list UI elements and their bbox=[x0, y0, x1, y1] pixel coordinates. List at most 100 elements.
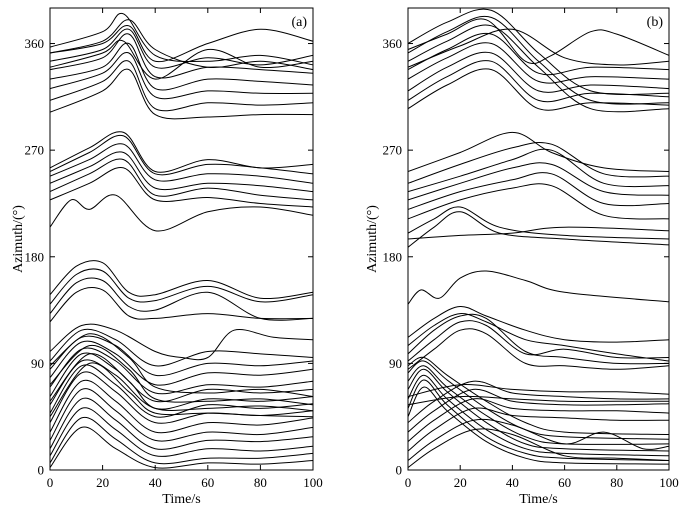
series-line-a-19 bbox=[50, 268, 313, 305]
series-line-b-33 bbox=[408, 380, 669, 423]
x-tick-label-a-3: 60 bbox=[201, 475, 214, 490]
series-line-a-5 bbox=[50, 42, 313, 91]
series-line-a-33 bbox=[50, 397, 313, 450]
series-line-a-18 bbox=[50, 259, 313, 300]
series-line-b-35 bbox=[408, 398, 669, 442]
series-line-b-39 bbox=[408, 384, 669, 398]
series-line-b-6 bbox=[408, 51, 669, 93]
series-line-a-15 bbox=[50, 167, 313, 208]
x-tick-label-b-1: 20 bbox=[454, 475, 467, 490]
series-line-b-8 bbox=[408, 68, 669, 111]
series-line-a-29 bbox=[50, 364, 313, 418]
series-line-b-16 bbox=[408, 183, 669, 220]
series-line-b-38 bbox=[408, 428, 669, 469]
series-line-b-17 bbox=[408, 211, 669, 248]
y-tick-label-b-1: 90 bbox=[389, 356, 402, 371]
x-tick-label-a-2: 40 bbox=[149, 475, 162, 490]
y-tick-label-b-3: 270 bbox=[383, 143, 403, 158]
series-line-a-16 bbox=[50, 194, 313, 232]
series-line-b-3 bbox=[408, 24, 669, 113]
y-tick-label-b-4: 360 bbox=[383, 36, 403, 51]
series-line-b-37 bbox=[408, 418, 669, 461]
series-line-b-12 bbox=[408, 141, 669, 184]
series-line-a-14 bbox=[50, 158, 313, 201]
series-line-b-19 bbox=[408, 226, 669, 240]
series-line-a-25 bbox=[50, 340, 313, 386]
series-line-a-38 bbox=[50, 345, 313, 406]
series-line-a-10 bbox=[50, 39, 313, 80]
y-tick-label-b-2: 180 bbox=[383, 249, 403, 264]
y-axis-title-a: Azimuth/(°) bbox=[11, 205, 26, 273]
series-line-b-11 bbox=[408, 131, 669, 172]
series-line-a-11 bbox=[50, 134, 313, 176]
y-tick-label-b-0: 0 bbox=[396, 463, 403, 478]
series-line-a-8 bbox=[50, 68, 313, 120]
series-line-b-5 bbox=[408, 42, 669, 84]
panel-b: 0 20 40 60 80 100 0 90 180 270 360 Time/s Azimuth/(°… bbox=[365, 7, 679, 507]
panel-label-b: (b) bbox=[647, 15, 664, 30]
y-tick-label-a-2: 180 bbox=[25, 249, 45, 264]
series-line-b-28 bbox=[408, 365, 669, 445]
y-tick-label-a-3: 270 bbox=[25, 143, 45, 158]
series-line-b-40 bbox=[408, 395, 669, 406]
series-line-a-20 bbox=[50, 277, 313, 321]
y-tick-label-a-0: 0 bbox=[38, 463, 45, 478]
panel-label-a: (a) bbox=[291, 15, 307, 30]
series-line-b-21 bbox=[408, 305, 669, 343]
series-line-a-17 bbox=[50, 131, 313, 173]
x-tick-label-a-1: 20 bbox=[96, 475, 109, 490]
series-line-b-36 bbox=[408, 407, 669, 452]
y-tick-label-a-1: 90 bbox=[31, 356, 44, 371]
series-line-b-15 bbox=[408, 172, 669, 210]
y-tick-label-a-4: 360 bbox=[25, 36, 45, 51]
series-line-a-22 bbox=[50, 323, 313, 361]
series-line-b-9 bbox=[408, 18, 669, 65]
series-line-a-35 bbox=[50, 416, 313, 465]
y-axis-title-b: Azimuth/(°) bbox=[365, 205, 380, 273]
x-axis-title-b: Time/s bbox=[519, 492, 557, 507]
series-line-b-22 bbox=[408, 313, 669, 362]
series-line-a-32 bbox=[50, 388, 313, 442]
series-line-a-9 bbox=[50, 25, 313, 63]
series-line-b-20 bbox=[408, 270, 669, 305]
series-line-b-26 bbox=[408, 356, 669, 435]
series-line-b-29 bbox=[408, 368, 669, 452]
series-line-a-7 bbox=[50, 60, 313, 112]
x-tick-label-a-4: 80 bbox=[254, 475, 267, 490]
series-line-b-24 bbox=[408, 320, 669, 362]
x-tick-label-b-5: 100 bbox=[659, 475, 679, 490]
series-line-a-12 bbox=[50, 143, 313, 184]
series-line-a-4 bbox=[50, 33, 313, 79]
series-line-b-32 bbox=[408, 386, 669, 465]
series-line-a-37 bbox=[50, 333, 313, 398]
series-line-a-31 bbox=[50, 379, 313, 434]
series-line-a-1 bbox=[50, 12, 313, 66]
series-line-b-14 bbox=[408, 162, 669, 201]
series-line-a-23 bbox=[50, 328, 313, 367]
panel-a: 0 20 40 60 80 100 0 90 180 270 360 Time/s Azimuth/(°… bbox=[11, 7, 323, 507]
series-line-a-34 bbox=[50, 407, 313, 457]
x-tick-label-b-2: 40 bbox=[506, 475, 519, 490]
series-line-b-10 bbox=[408, 28, 669, 68]
series-line-a-21 bbox=[50, 287, 313, 323]
series-line-a-40 bbox=[50, 362, 313, 418]
series-line-b-31 bbox=[408, 379, 669, 461]
x-tick-label-a-0: 0 bbox=[47, 475, 54, 490]
series-line-a-2 bbox=[50, 19, 313, 71]
series-line-a-39 bbox=[50, 353, 313, 412]
series-line-b-7 bbox=[408, 60, 669, 103]
plot-frame-a bbox=[49, 7, 314, 471]
series-group-a bbox=[50, 12, 313, 469]
series-line-b-13 bbox=[408, 148, 669, 193]
series-line-b-23 bbox=[408, 313, 669, 365]
x-tick-label-b-0: 0 bbox=[405, 475, 412, 490]
series-line-b-30 bbox=[408, 374, 669, 457]
x-axis-title-a: Time/s bbox=[162, 492, 200, 507]
series-line-b-4 bbox=[408, 32, 669, 76]
series-line-a-13 bbox=[50, 151, 313, 193]
x-tick-label-b-4: 80 bbox=[610, 475, 623, 490]
series-line-a-6 bbox=[50, 52, 313, 100]
series-group-b bbox=[408, 8, 669, 469]
series-line-a-24 bbox=[50, 335, 313, 377]
